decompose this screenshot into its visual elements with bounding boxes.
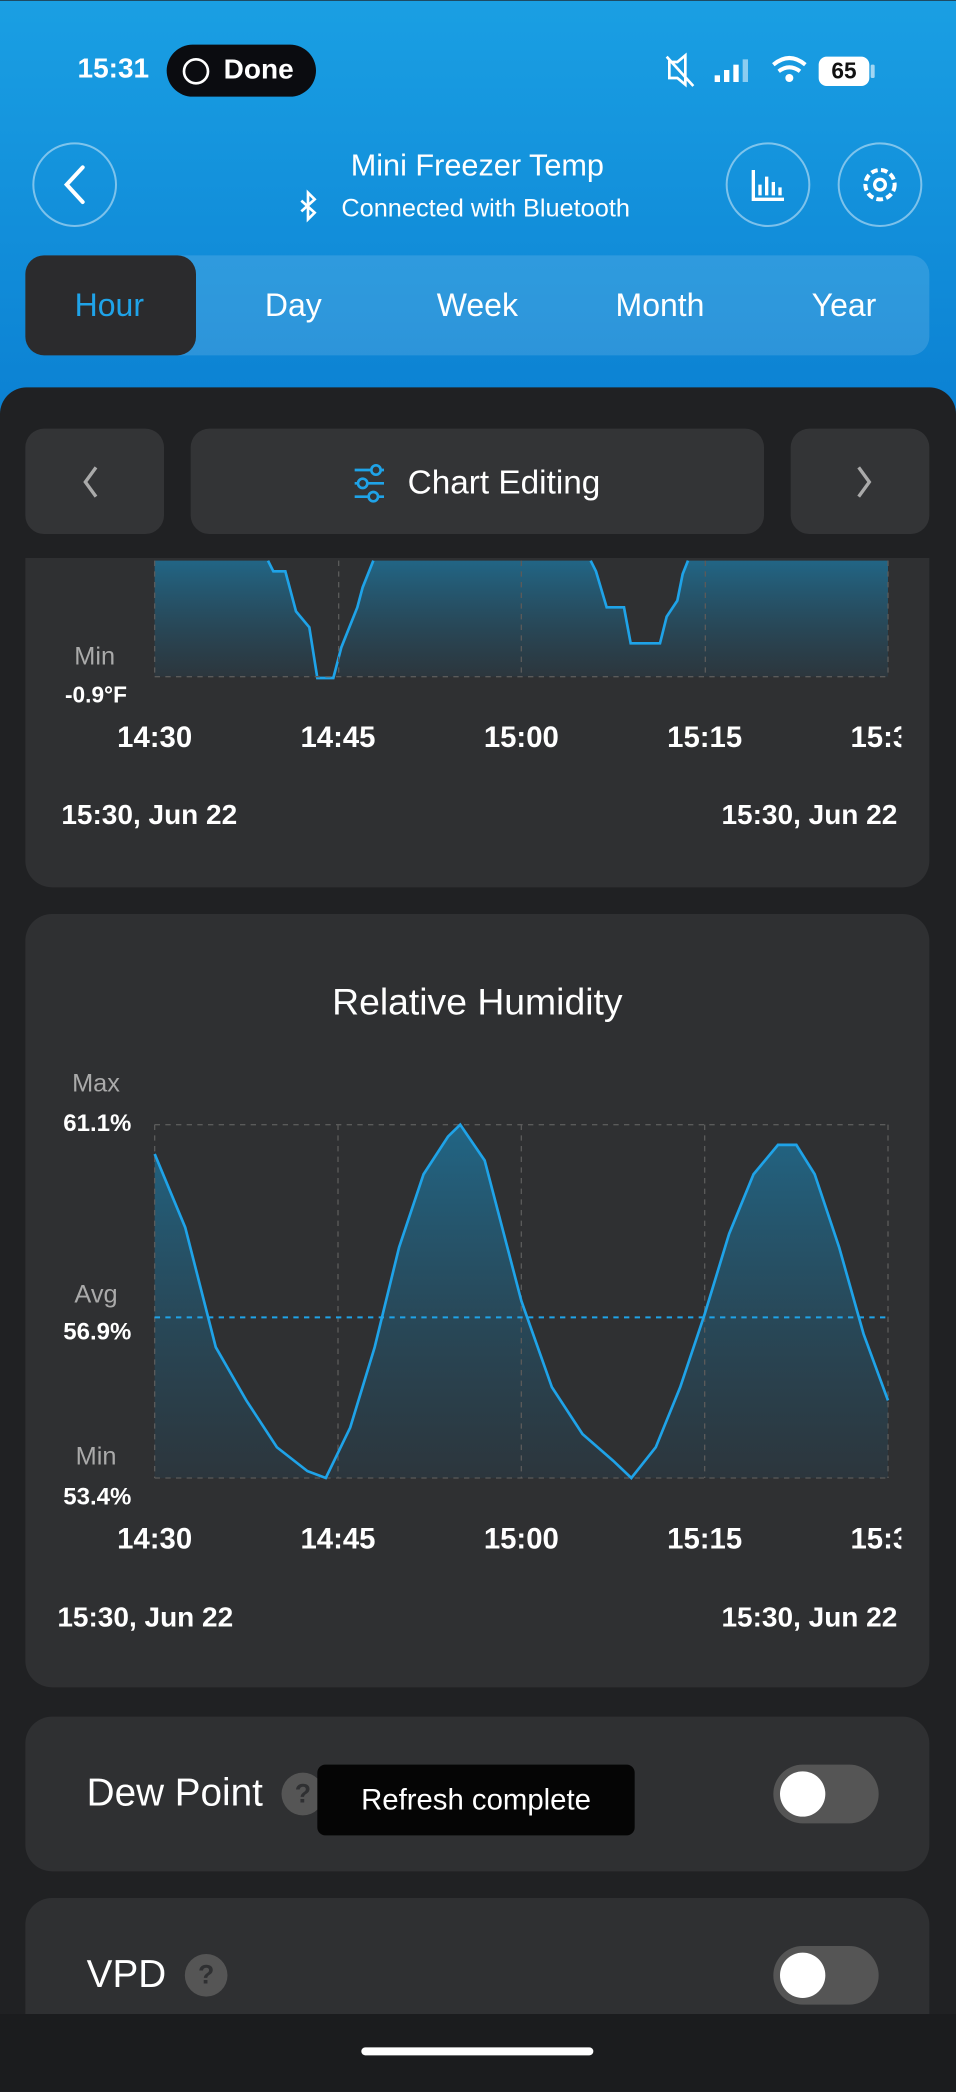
pill-icon (182, 57, 210, 85)
temperature-start-date: 15:30, Jun 22 (61, 799, 237, 830)
temperature-min-value: -0.9°F (65, 682, 127, 708)
help-icon[interactable] (184, 1954, 228, 1997)
x-tick-label: 15:30 (850, 1522, 925, 1555)
header-bg (0, 0, 956, 428)
y-tick-label: 61.1% (63, 1110, 131, 1137)
back-button[interactable] (32, 142, 117, 227)
battery-level: 65 (831, 58, 856, 84)
status-pill (166, 44, 316, 97)
temperature-line (266, 560, 690, 680)
tab-selected[interactable] (25, 255, 197, 356)
x-tick-label: 14:30 (117, 1522, 192, 1555)
temperature-end-date: 15:30, Jun 22 (721, 799, 897, 830)
temperature-x-label: 15:30 (850, 721, 925, 754)
help-icon-mark: ? (198, 1960, 214, 1990)
stats-icon (751, 169, 784, 201)
status-pill-text: Done (224, 54, 294, 85)
tab-label[interactable]: Month (616, 287, 705, 323)
toggle-knob (780, 1952, 826, 1998)
toggle-knob (780, 1771, 826, 1817)
slider-knob (370, 464, 382, 476)
battery-cap (870, 64, 875, 78)
next-icon (857, 466, 872, 498)
home-indicator (361, 2047, 594, 2056)
tab-bar (25, 255, 930, 356)
tab-label[interactable]: Day (265, 287, 322, 323)
bluetooth-icon (300, 189, 317, 223)
toast (317, 1764, 635, 1836)
wifi-icon (772, 56, 807, 73)
gear-center (873, 177, 887, 192)
help-icon-mark: ? (295, 1778, 311, 1808)
gear-icon (863, 168, 897, 202)
tab-label[interactable]: Week (437, 287, 519, 323)
slider-knob (367, 490, 380, 503)
setting-label: VPD (87, 1953, 166, 1996)
prev-icon (83, 466, 98, 498)
chart-editing-button[interactable] (190, 428, 764, 534)
settings-button[interactable] (837, 142, 923, 227)
x-tick-label: 15:00 (484, 1522, 559, 1555)
device-title: Mini Freezer Temp (351, 148, 604, 182)
x-tick-label: 14:45 (300, 1522, 375, 1555)
status-time: 15:31 (78, 52, 150, 83)
x-tick-label: 15:15 (667, 1522, 742, 1555)
y-tick-name: Avg (74, 1281, 117, 1309)
mute-icon (665, 52, 695, 88)
signal-icon (714, 59, 748, 82)
y-tick-name: Max (72, 1069, 120, 1097)
device-subtitle: Connected with Bluetooth (341, 195, 630, 223)
wifi-dot (785, 74, 794, 82)
temperature-x-label: 14:45 (300, 721, 375, 754)
end-date: 15:30, Jun 22 (721, 1602, 897, 1633)
y-tick-label: 56.9% (63, 1319, 131, 1346)
slider-knob (356, 477, 369, 490)
tab-label[interactable]: Year (812, 287, 877, 323)
battery (818, 56, 870, 86)
setting-label: Dew Point (87, 1772, 263, 1815)
temperature-x-label: 14:30 (117, 721, 192, 754)
prev-button[interactable] (25, 428, 165, 534)
start-date: 15:30, Jun 22 (57, 1602, 233, 1633)
chart-editing-label: Chart Editing (408, 464, 601, 501)
chart-title: Relative Humidity (332, 981, 623, 1023)
tab-label[interactable]: Hour (75, 287, 145, 323)
temperature-x-label: 15:15 (667, 721, 742, 754)
humidity-line (153, 1122, 890, 1480)
toast-text: Refresh complete (361, 1784, 591, 1817)
next-button[interactable] (790, 428, 930, 534)
stats-button[interactable] (725, 142, 811, 227)
help-icon[interactable] (281, 1772, 325, 1816)
temperature-min-label: Min (74, 643, 115, 671)
y-tick-name: Min (76, 1443, 117, 1471)
back-icon (63, 165, 85, 204)
y-tick-label: 53.4% (63, 1483, 131, 1510)
temperature-x-label: 15:00 (484, 721, 559, 754)
temperature-plot: Min -0.9°F 14:30 14:45 15:00 15:15 15:30 15:… (61, 560, 925, 830)
